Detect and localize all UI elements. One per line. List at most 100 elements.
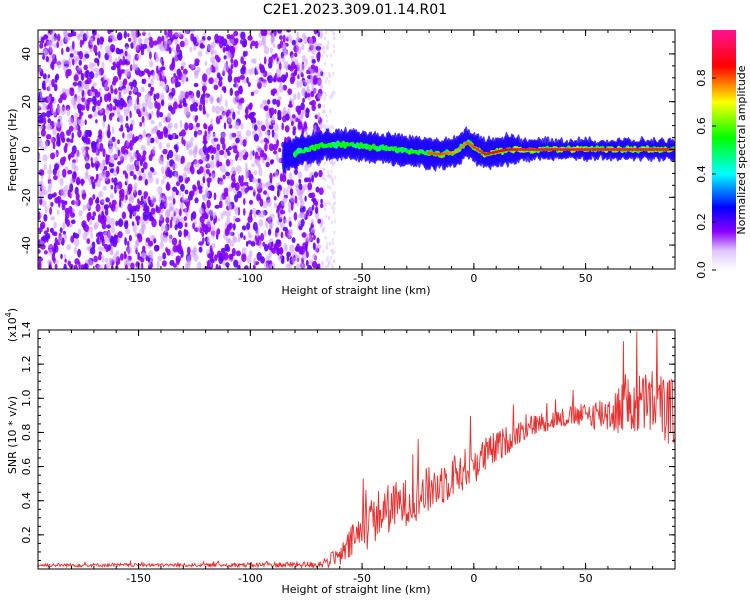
noise-blob	[202, 237, 205, 244]
snr-scale-text: (x10	[6, 317, 19, 342]
noise-blob	[50, 201, 54, 207]
noise-blob	[273, 150, 278, 155]
noise-blob	[218, 200, 223, 209]
noise-blob	[275, 239, 281, 244]
noise-blob	[191, 161, 194, 168]
noise-blob	[62, 230, 66, 235]
noise-blob	[136, 96, 140, 105]
noise-blob	[60, 106, 66, 116]
noise-blob	[245, 129, 252, 137]
noise-blob	[162, 148, 168, 155]
noise-blob	[246, 255, 252, 264]
noise-blob	[279, 222, 285, 229]
noise-blob	[61, 47, 64, 56]
noise-blob	[263, 244, 269, 252]
noise-blob	[152, 72, 156, 80]
noise-blob	[202, 145, 208, 154]
noise-blob	[150, 78, 154, 86]
noise-blob	[156, 260, 160, 269]
noise-blob	[79, 86, 84, 92]
noise-blob	[102, 185, 107, 191]
noise-blob	[241, 247, 247, 255]
noise-blob	[93, 156, 99, 163]
noise-blob	[161, 60, 165, 67]
noise-blob	[149, 216, 155, 221]
track-core	[427, 151, 431, 155]
noise-blob	[78, 59, 83, 66]
noise-blob	[287, 230, 292, 240]
noise-blob	[42, 154, 48, 162]
spectrogram-y-ticks: -40 -20 0 20 40	[20, 29, 675, 270]
noise-blob	[229, 87, 233, 96]
noise-blob	[109, 251, 114, 256]
noise-blob	[84, 119, 87, 126]
noise-blob	[268, 56, 273, 65]
track-core	[459, 145, 464, 149]
noise-blob	[102, 148, 106, 158]
noise-blob	[298, 196, 303, 201]
x-tick-label: -150	[126, 572, 151, 585]
noise-blob	[243, 208, 246, 216]
noise-blob	[264, 219, 269, 229]
noise-blob	[126, 164, 132, 172]
noise-blob	[327, 71, 331, 76]
noise-blob	[299, 200, 305, 209]
noise-blob	[77, 129, 82, 138]
noise-blob	[72, 40, 75, 50]
noise-blob	[65, 88, 70, 96]
noise-blob	[321, 45, 324, 50]
noise-blob	[169, 219, 173, 229]
noise-blob	[72, 97, 77, 106]
colorbar-tick-label: 0.2	[695, 213, 708, 231]
noise-blob	[330, 248, 333, 253]
noise-blob	[263, 56, 267, 65]
noise-blob	[166, 181, 170, 190]
noise-blob	[47, 244, 53, 248]
noise-blob	[306, 85, 310, 93]
noise-blob	[252, 264, 256, 269]
noise-blob	[158, 141, 162, 150]
noise-blob	[127, 151, 133, 157]
noise-blob	[237, 264, 241, 269]
noise-blob	[40, 129, 46, 137]
noise-blob	[42, 54, 46, 60]
noise-blob	[333, 250, 336, 254]
noise-blob	[248, 186, 254, 191]
noise-blob	[225, 99, 228, 108]
noise-blob	[235, 154, 238, 161]
noise-blob	[82, 231, 88, 241]
noise-blob	[144, 178, 148, 186]
noise-blob	[38, 153, 41, 162]
noise-blob	[128, 234, 132, 242]
noise-blob	[63, 253, 67, 260]
track-core	[443, 152, 448, 155]
noise-blob	[106, 224, 111, 229]
noise-blob	[78, 210, 83, 217]
noise-blob	[92, 82, 97, 87]
noise-blob	[159, 57, 163, 64]
track-core	[446, 151, 450, 155]
noise-blob	[189, 30, 196, 33]
noise-blob	[187, 194, 193, 201]
noise-blob	[129, 110, 132, 119]
noise-blob	[69, 183, 74, 193]
noise-blob	[136, 42, 139, 51]
noise-blob	[213, 84, 219, 91]
noise-blob	[297, 91, 301, 100]
noise-blob	[215, 105, 221, 115]
track-core	[505, 148, 509, 152]
noise-blob	[225, 171, 231, 177]
noise-blob	[143, 68, 150, 73]
noise-blob	[196, 180, 201, 187]
x-tick-label: -100	[238, 572, 263, 585]
noise-blob	[93, 221, 100, 229]
noise-blob	[330, 169, 333, 174]
noise-blob	[174, 170, 179, 177]
noise-blob	[332, 210, 335, 215]
noise-blob	[158, 121, 162, 128]
noise-blob	[86, 202, 90, 208]
noise-blob	[332, 206, 336, 211]
noise-blob	[327, 170, 330, 175]
noise-blob	[218, 264, 221, 269]
noise-blob	[209, 160, 215, 169]
